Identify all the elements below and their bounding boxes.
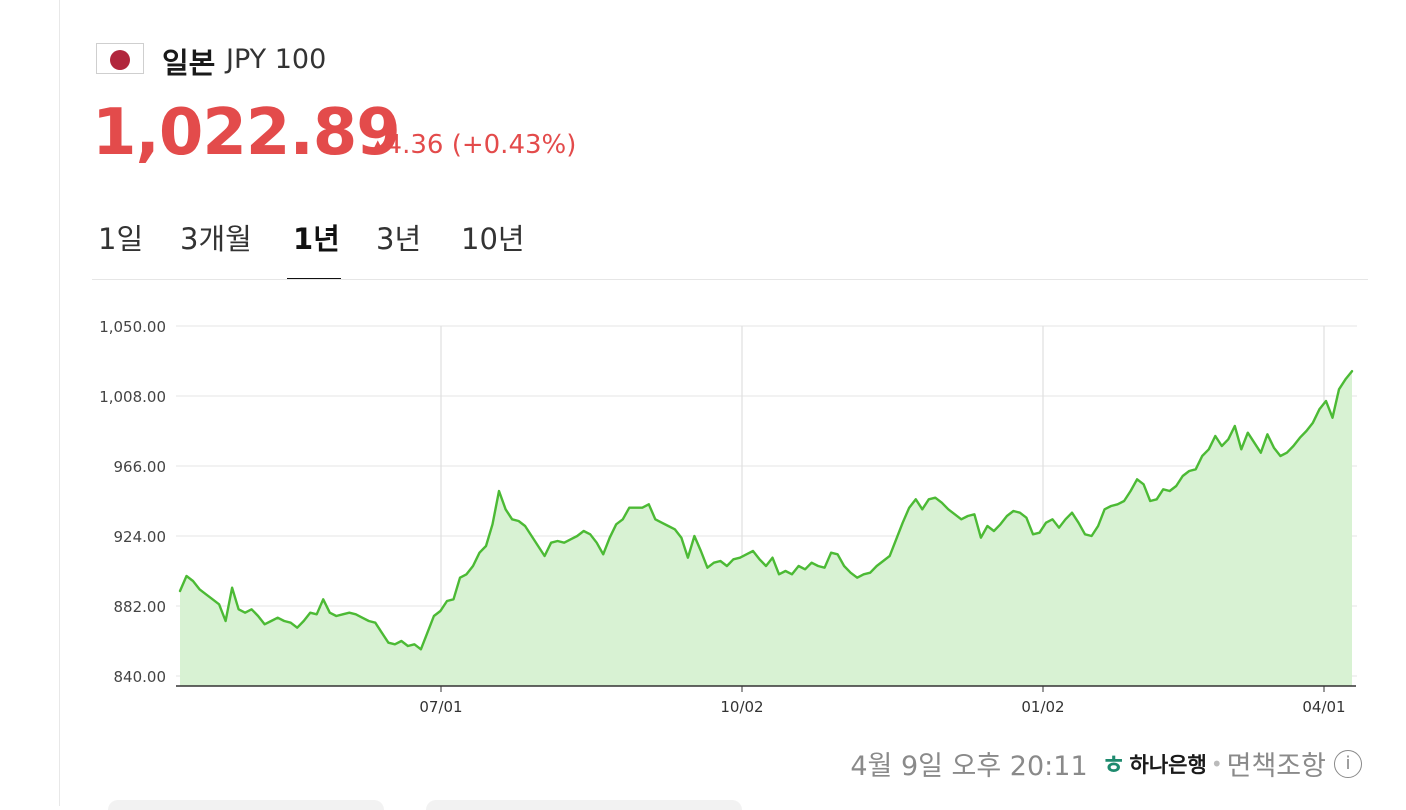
tabs-divider <box>92 279 1368 280</box>
exchange-rate-chart: 1,050.00 1,008.00 966.00 924.00 882.00 840.00… <box>99 318 1357 716</box>
up-arrow-icon: ▲ <box>372 136 384 154</box>
separator: • <box>1210 751 1223 776</box>
tab-10years[interactable]: 10년 <box>461 222 525 256</box>
y-tick-label: 1,050.00 <box>99 318 166 336</box>
tab-1day[interactable]: 1일 <box>98 222 144 256</box>
disclaimer-link[interactable]: 면책조항 <box>1226 751 1326 782</box>
timestamp: 4월 9일 오후 20:11 <box>850 751 1088 782</box>
bank-source: ㅎ 하나은행 <box>1102 745 1207 782</box>
country-name: 일본 <box>162 46 216 80</box>
bottom-card-right[interactable] <box>426 800 742 810</box>
x-tick-label: 01/02 <box>1021 698 1064 716</box>
exchange-rate: 1,022.89 <box>92 96 401 170</box>
tab-3months[interactable]: 3개월 <box>180 222 252 256</box>
card-border <box>59 0 60 806</box>
y-tick-label: 882.00 <box>114 598 167 616</box>
currency-code: JPY 100 <box>226 44 327 75</box>
tab-1year[interactable]: 1년 <box>293 222 340 256</box>
y-tick-label: 840.00 <box>114 668 167 686</box>
series-line <box>178 370 1354 651</box>
period-tabs: 1일 3개월 1년 3년 10년 <box>92 212 1368 280</box>
x-tick-label: 04/01 <box>1302 698 1345 716</box>
rate-change: ▲4.36 (+0.43%) <box>372 130 576 160</box>
footer: 4월 9일 오후 20:11 ㅎ 하나은행 • 면책조항 i <box>850 744 1362 783</box>
info-icon[interactable]: i <box>1334 749 1362 778</box>
tab-3years[interactable]: 3년 <box>376 222 422 256</box>
hana-bank-logo-icon: ㅎ <box>1101 751 1126 781</box>
y-tick-label: 924.00 <box>114 528 167 546</box>
bank-name: 하나은행 <box>1129 752 1207 777</box>
series-area-fill <box>180 371 1352 686</box>
y-tick-label: 1,008.00 <box>99 388 166 406</box>
japan-flag-icon <box>96 43 144 74</box>
bottom-card-left[interactable] <box>108 800 384 810</box>
rate-change-value: 4.36 (+0.43%) <box>385 130 577 160</box>
x-tick-label: 10/02 <box>720 698 763 716</box>
y-tick-label: 966.00 <box>114 458 167 476</box>
x-tick-label: 07/01 <box>419 698 462 716</box>
